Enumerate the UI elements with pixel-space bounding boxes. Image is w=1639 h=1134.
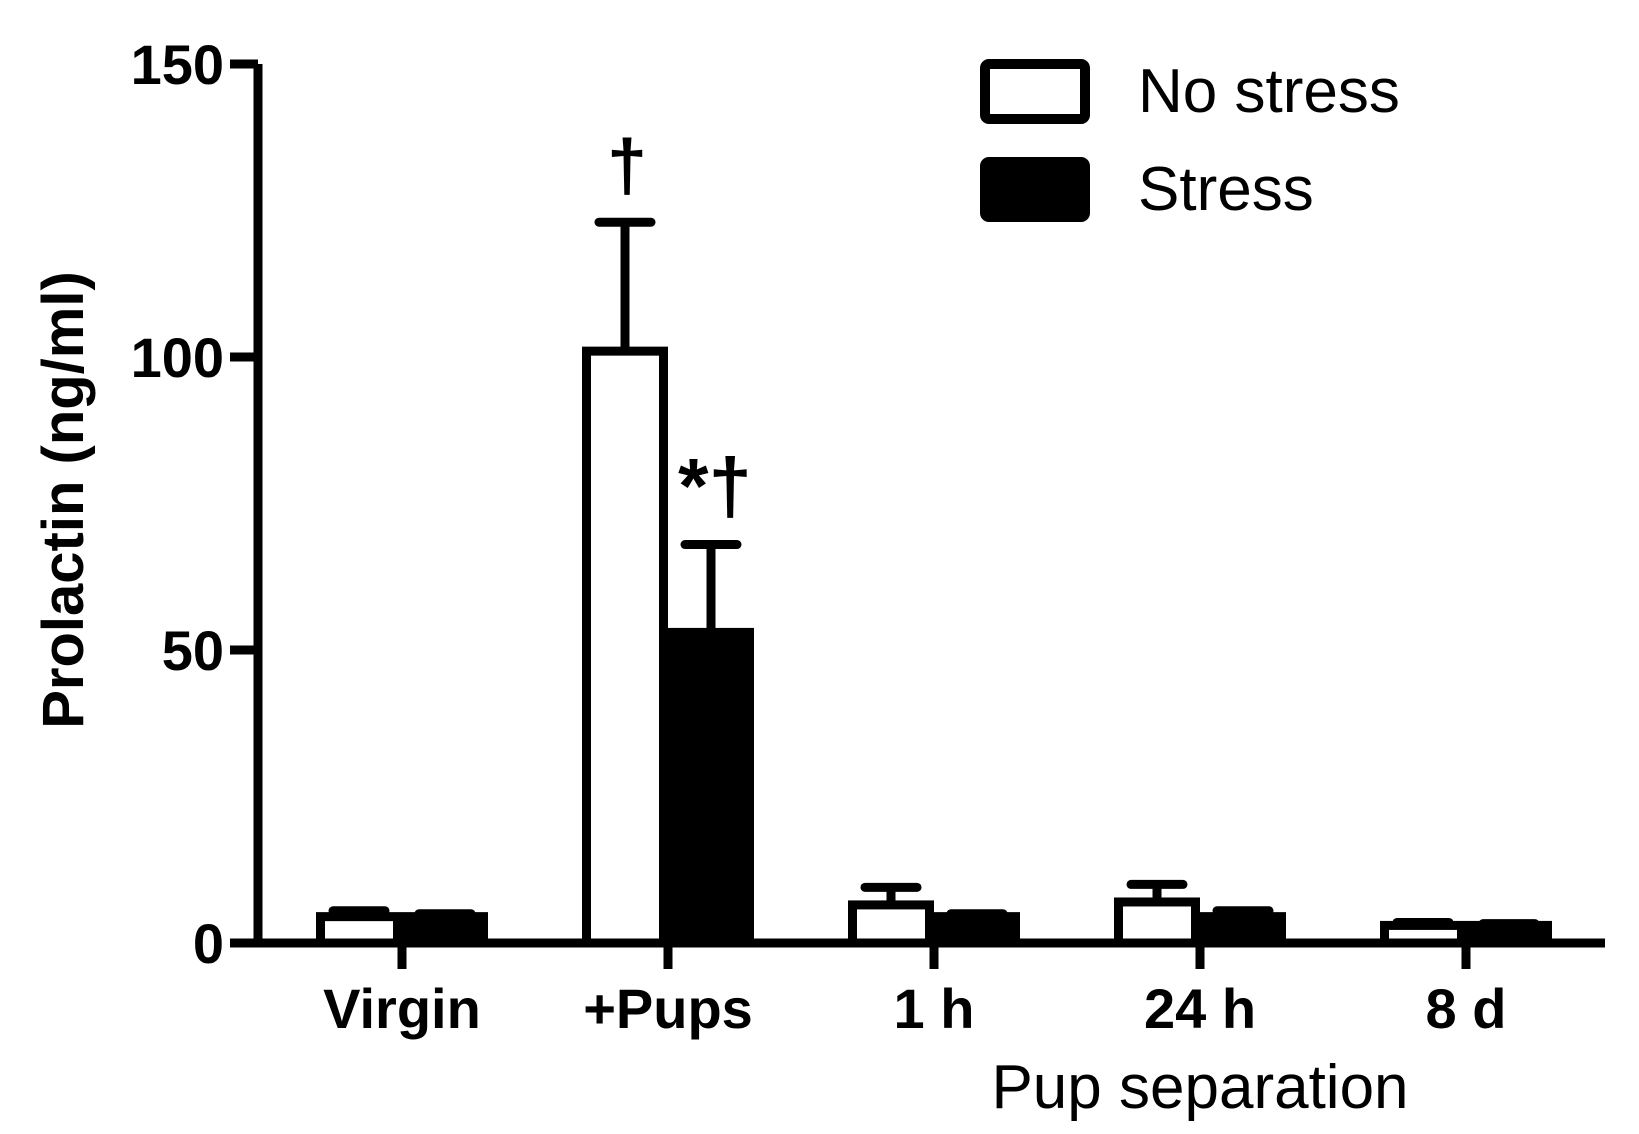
x-tick-label: +Pups [583, 977, 753, 1040]
y-tick-label: 0 [193, 912, 224, 975]
legend-label: Stress [1138, 155, 1314, 224]
legend: No stress Stress [980, 57, 1400, 224]
bars [316, 217, 1552, 948]
legend-swatch-stress [980, 157, 1090, 222]
annotations: † *† [607, 126, 752, 529]
bar-stress [402, 912, 488, 948]
x-axis: Virgin +Pups 1 h 24 h 8 d [254, 938, 1605, 1040]
bar-stress [668, 627, 754, 948]
x-tick-label: 8 d [1426, 977, 1507, 1040]
significance-annotation: *† [678, 442, 752, 530]
x-tick-label: Virgin [323, 977, 481, 1040]
y-axis-title: Prolactin (ng/ml) [31, 271, 96, 729]
y-tick-label: 150 [131, 33, 224, 96]
bar-no-stress [848, 900, 934, 948]
x-tick-label: 1 h [894, 977, 975, 1040]
x-tick-label: 24 h [1144, 977, 1256, 1040]
bar-no-stress [582, 346, 668, 948]
bar-stress [934, 912, 1020, 948]
legend-label: No stress [1138, 57, 1400, 126]
bar-no-stress [1380, 920, 1466, 948]
bar-no-stress [1114, 897, 1200, 948]
legend-swatch-no-stress [980, 59, 1090, 124]
y-tick-label: 100 [131, 326, 224, 389]
bar-stress [1466, 920, 1552, 948]
bar-no-stress [316, 912, 402, 948]
y-axis: 0 50 100 150 [131, 33, 263, 975]
significance-annotation: † [607, 126, 647, 206]
x-group-title: Pup separation [991, 1053, 1408, 1122]
bar-stress [1200, 912, 1286, 948]
y-tick-label: 50 [162, 619, 224, 682]
